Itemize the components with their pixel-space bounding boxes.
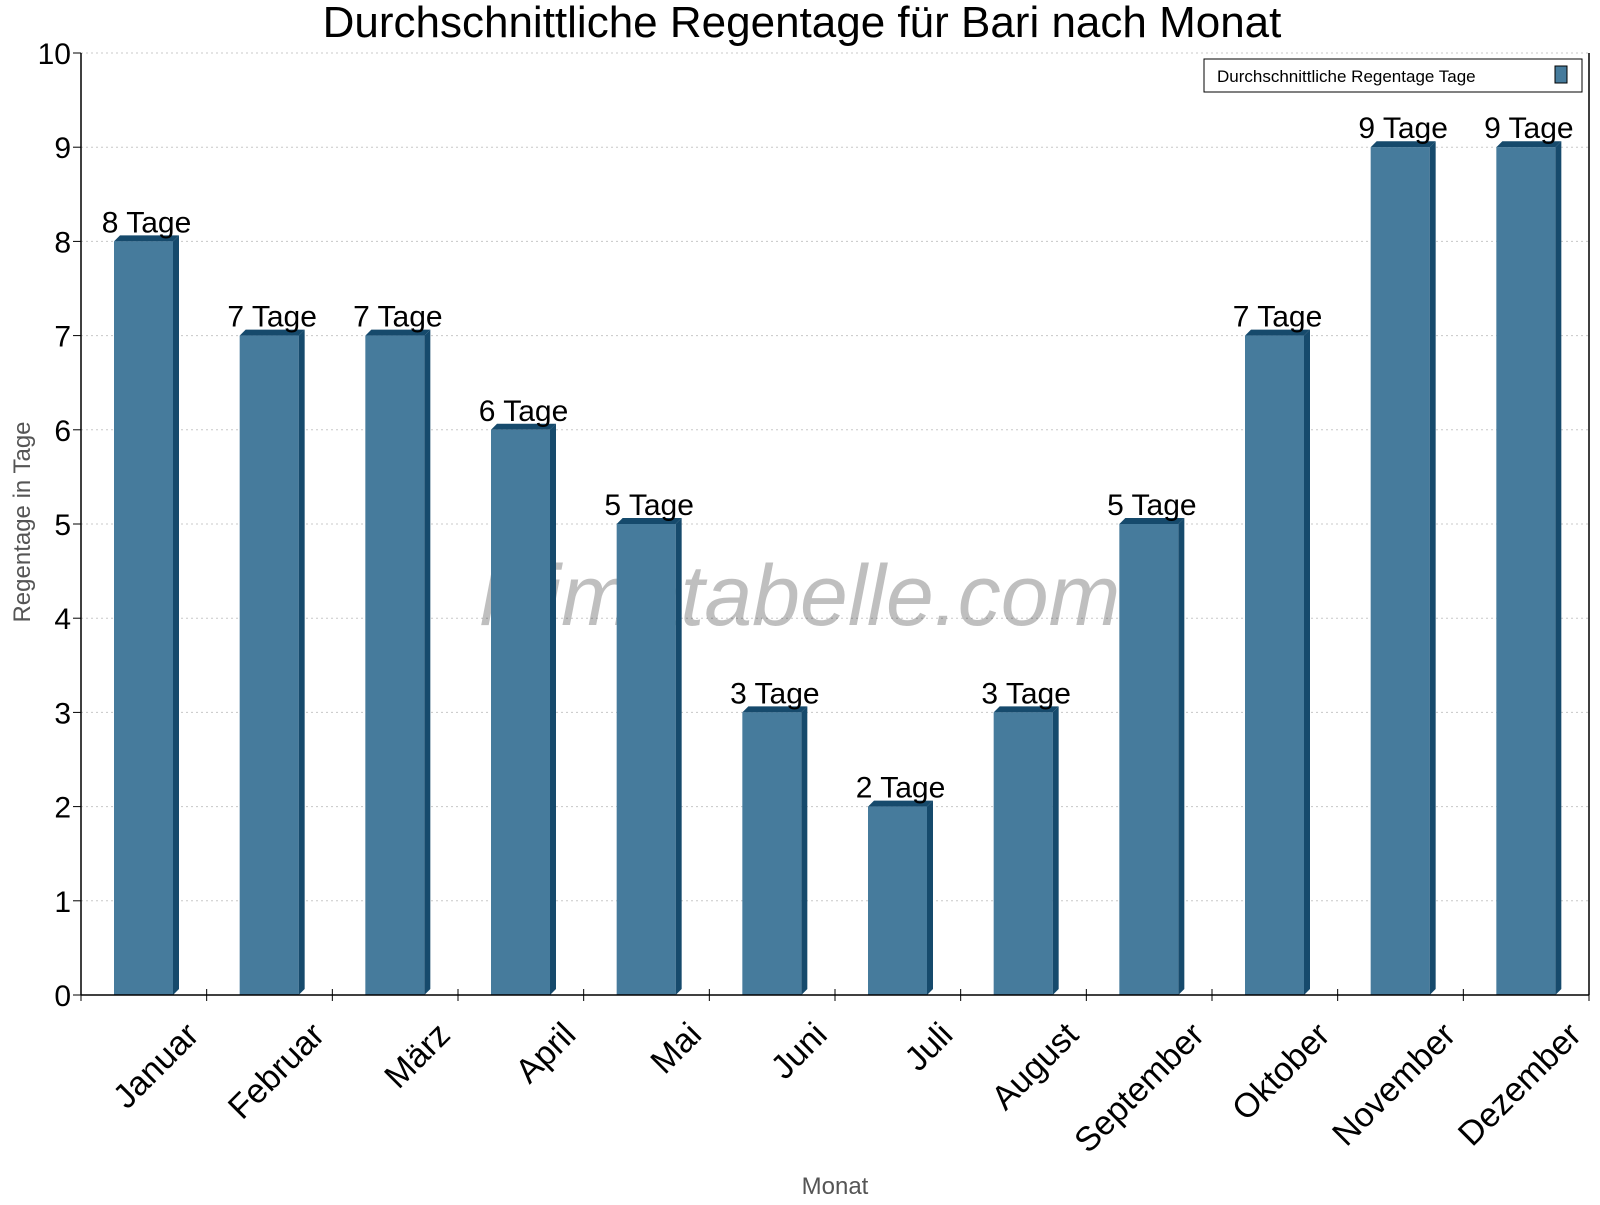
bar	[239, 335, 299, 996]
legend-swatch	[1554, 65, 1568, 84]
y-axis-label: Regentage in Tage	[9, 421, 36, 622]
legend-label: Durchschnittliche Regentage Tage	[1217, 67, 1476, 86]
y-tick-label: 8	[54, 226, 71, 259]
x-tick-label: Juli	[897, 1016, 960, 1079]
data-label: 6 Tage	[479, 395, 569, 428]
y-tick-label: 4	[54, 603, 71, 636]
bar	[365, 335, 425, 996]
y-tick-label: 9	[54, 132, 71, 165]
y-tick-label: 3	[54, 697, 71, 730]
y-tick-label: 1	[54, 886, 71, 919]
x-tick-label: September	[1067, 1016, 1211, 1160]
bar-side	[550, 423, 556, 995]
x-tick-label: Juni	[764, 1016, 835, 1087]
bar-top	[868, 800, 933, 807]
bar-side	[1304, 329, 1310, 996]
bar-top	[742, 706, 808, 713]
watermark: klimatabelle.com	[480, 548, 1120, 644]
x-axis-label: Monat	[802, 1173, 869, 1200]
bar-top	[1119, 518, 1185, 524]
x-tick-label: November	[1325, 1016, 1463, 1154]
bar-side	[1429, 141, 1436, 995]
bar-top	[1245, 329, 1310, 336]
data-label: 9 Tage	[1358, 112, 1448, 145]
bar-side	[675, 518, 682, 995]
data-label: 3 Tage	[981, 677, 1071, 710]
bar-side	[801, 706, 808, 995]
data-label: 7 Tage	[1233, 301, 1323, 334]
x-tick-label: April	[508, 1016, 583, 1091]
bar	[114, 241, 173, 995]
data-label: 7 Tage	[227, 301, 317, 334]
bar-side	[1555, 141, 1562, 995]
y-tick-label: 0	[54, 980, 71, 1013]
bar-side	[424, 329, 431, 996]
bar	[491, 429, 550, 995]
bar	[742, 712, 802, 995]
y-tick-label: 5	[54, 509, 71, 542]
bar	[616, 524, 676, 995]
bar-top	[491, 423, 556, 430]
bar-side	[298, 329, 305, 996]
bar-side	[1052, 706, 1059, 995]
bar	[1496, 147, 1556, 995]
data-label: 5 Tage	[604, 489, 694, 522]
bar	[1119, 524, 1179, 995]
legend: Durchschnittliche Regentage Tage	[1203, 58, 1583, 93]
bar	[1245, 335, 1304, 996]
data-label: 5 Tage	[1107, 489, 1197, 522]
bar-top	[993, 706, 1059, 713]
bar-side	[173, 235, 179, 995]
x-tick-label: Februar	[221, 1016, 332, 1127]
bar-top	[114, 235, 179, 242]
data-label: 7 Tage	[353, 301, 443, 334]
x-tick-label: Januar	[106, 1016, 206, 1116]
bar-top	[1496, 141, 1562, 148]
bar-top	[616, 518, 682, 524]
bar	[868, 806, 927, 995]
bar-top	[239, 329, 305, 336]
y-tick-label: 10	[38, 38, 71, 71]
bar-top	[365, 329, 431, 336]
bar	[993, 712, 1053, 995]
data-label: 2 Tage	[856, 772, 946, 805]
y-tick-label: 6	[54, 415, 71, 448]
bar-side	[927, 800, 933, 995]
data-label: 9 Tage	[1484, 112, 1574, 145]
data-label: 8 Tage	[102, 206, 192, 239]
y-tick-label: 2	[54, 792, 71, 825]
data-label: 3 Tage	[730, 677, 820, 710]
legend-box	[1203, 58, 1583, 93]
bar-top	[1370, 141, 1436, 148]
chart-title: Durchschnittliche Regentage für Bari nac…	[323, 0, 1282, 47]
x-tick-label: Mai	[643, 1016, 709, 1082]
x-tick-label: März	[377, 1016, 457, 1096]
y-tick-label: 7	[54, 321, 71, 354]
x-tick-label: Dezember	[1451, 1016, 1589, 1154]
bar-side	[1178, 518, 1185, 995]
x-tick-label: Oktober	[1225, 1016, 1337, 1128]
bar	[1370, 147, 1430, 995]
x-tick-label: August	[984, 1015, 1086, 1117]
